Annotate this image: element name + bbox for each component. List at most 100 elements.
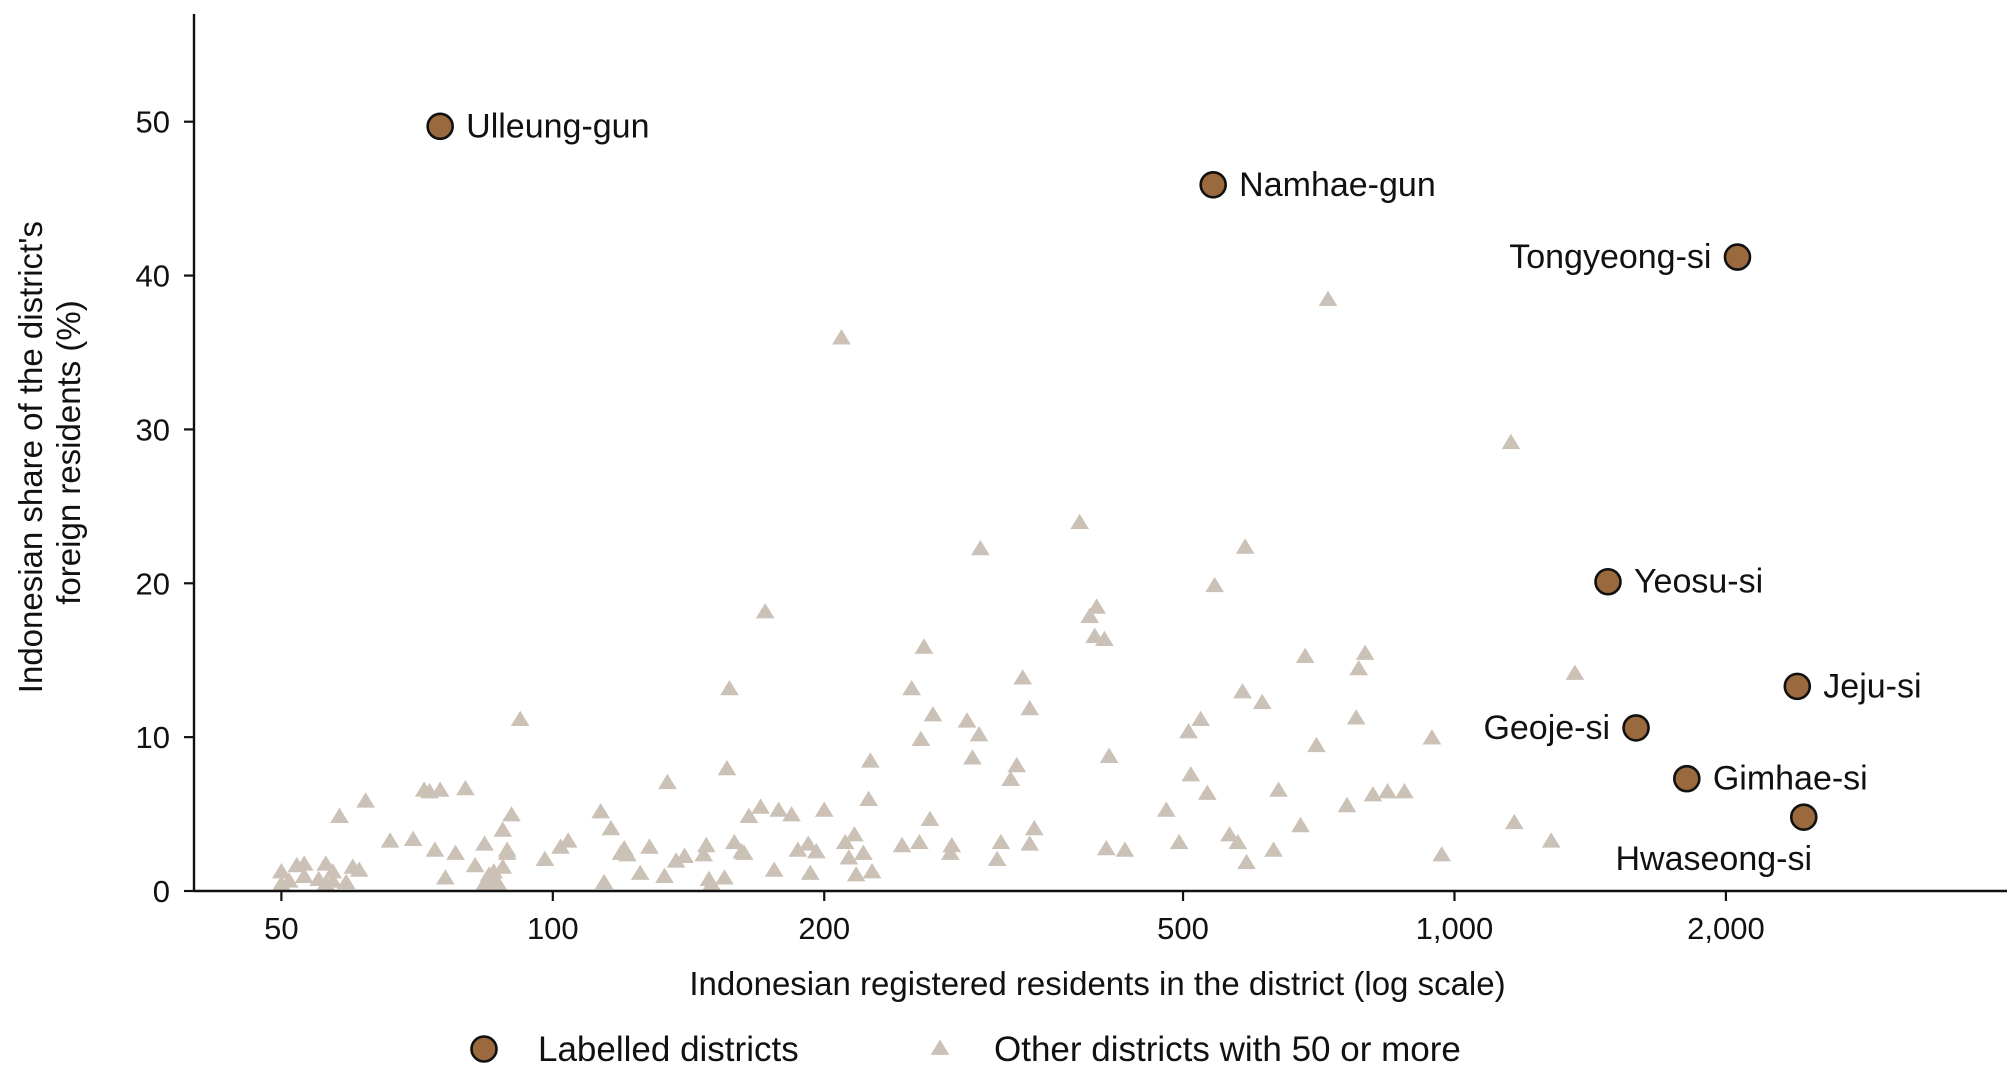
other-district-point [591,803,611,819]
other-district-point [1346,709,1366,725]
district-label: Geoje-si [1483,709,1610,747]
other-district-point [630,864,650,880]
other-district-point [1205,576,1224,593]
other-district-point [1355,644,1375,660]
labelled-district-point [1673,764,1701,793]
other-district-point [923,706,943,722]
other-district-point [902,679,921,696]
other-district-point [910,833,929,850]
legend: Labelled districts Other districts with … [470,1030,1461,1069]
other-district-point [475,835,494,851]
y-tick-label: 0 [153,874,170,909]
other-district-point [1087,598,1106,614]
other-district-point [1013,669,1033,685]
other-district-point [1307,736,1326,753]
other-district-point [349,861,369,877]
other-district-point [1070,513,1090,530]
axes [192,14,2007,893]
other-district-point [666,852,686,868]
other-district-point [755,603,775,619]
other-district-point [782,806,801,822]
other-district-point [640,838,659,854]
other-district-point [356,792,375,808]
other-district-point [330,807,349,823]
other-district-point [702,875,721,891]
other-district-point [1237,853,1256,870]
other-district-point [594,873,614,890]
other-district-point [835,833,855,850]
other-district-point [272,863,291,879]
other-district-point [502,806,521,822]
other-district-point [861,752,880,768]
other-district-point [806,843,826,859]
other-district-point [1291,816,1310,833]
other-district-point [846,866,866,882]
other-district-point [1422,729,1442,745]
x-tick-label: 1,000 [1416,911,1494,946]
district-label: Tongyeong-si [1509,238,1711,276]
other-district-point [1156,801,1176,817]
other-district-point [814,801,834,817]
other-district-point [1363,786,1383,802]
other-district-point [1541,832,1561,848]
other-district-point [1024,819,1044,836]
other-district-point [963,749,982,765]
other-district-point [717,759,737,776]
other-district-point [1099,747,1119,763]
other-district-point [942,836,962,853]
y-tick-label: 10 [136,720,170,755]
other-district-point [751,798,770,814]
labelled-district-point [1723,243,1752,271]
other-district-point [558,832,578,848]
legend-label-other: Other districts with 50 or more [994,1030,1461,1069]
other-district-point [323,872,343,888]
other-district-point [1295,647,1315,663]
other-district-point [1001,770,1021,787]
other-district-point [832,329,851,345]
other-district-point [446,844,465,860]
other-district-point [1096,839,1116,856]
labelled-district-point [426,112,454,141]
other-district-point [435,869,455,885]
other-district-point [1020,835,1040,851]
other-district-point [859,790,878,807]
axis-ticks: 50 100 200 500 1,000 2,000 0 10 20 30 40 50 [136,105,1765,946]
other-district-point [969,726,989,742]
y-tick-label: 20 [136,566,170,601]
other-district-point [715,869,734,885]
other-district-point [1337,796,1357,813]
other-district-point [764,861,784,877]
other-district-point [497,841,517,857]
other-district-point [488,875,508,891]
other-district-point [1220,826,1239,842]
labelled-districts-series: Ulleung-gun Namhae-gun Tongyeong-si Yeosu-s… [426,107,1922,878]
labelled-district-point [1783,672,1812,701]
legend-label-labelled: Labelled districts [538,1030,799,1069]
other-district-point [294,855,314,871]
other-district-point [987,850,1007,867]
other-district-point [720,679,739,696]
other-district-point [696,836,716,853]
other-district-point [1264,841,1283,857]
labelled-district-point [1622,714,1650,742]
district-label: Namhae-gun [1239,166,1436,204]
district-label: Hwaseong-si [1616,840,1813,878]
other-district-point [892,836,912,853]
other-district-point [914,638,934,654]
other-district-point [425,841,445,857]
district-label: Gimhae-si [1713,760,1868,798]
other-district-point [493,858,513,874]
other-district-point [1269,781,1288,797]
other-district-point [294,867,314,883]
legend-marker-labelled [470,1035,498,1063]
other-district-point [1007,756,1027,773]
district-label: Ulleung-gun [466,107,649,145]
other-district-point [862,863,882,879]
x-axis-title: Indonesian registered residents in the d… [689,965,1505,1002]
x-tick-label: 100 [527,911,579,946]
other-district-point [1169,833,1189,850]
other-district-point [845,826,864,842]
other-district-point [658,773,677,790]
other-district-point [1501,433,1521,450]
other-district-point [1349,659,1369,676]
